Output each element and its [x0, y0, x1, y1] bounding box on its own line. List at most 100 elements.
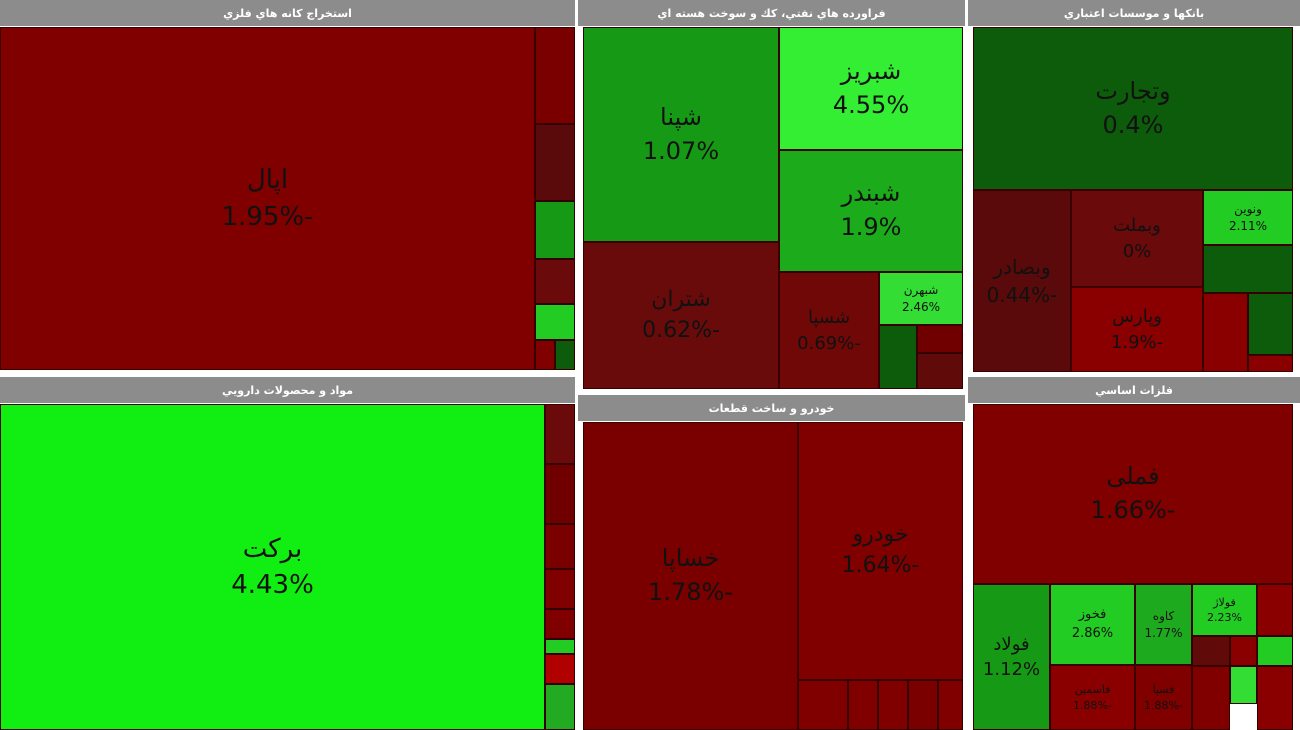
- tile-change: 1.77%: [1144, 625, 1183, 640]
- sector-title: فلزات اساسي: [968, 377, 1300, 403]
- tile: ونوین 2.11%: [1203, 190, 1293, 245]
- tile: فولاژ 2.23%: [1192, 584, 1257, 636]
- tile-change: -1.88%: [1144, 698, 1183, 712]
- sector-title: بانكها و موسسات اعتباري: [968, 0, 1300, 26]
- tile-name: شتران: [651, 286, 711, 312]
- small-tile: [545, 524, 575, 569]
- tile: خودرو -1.64%: [798, 422, 963, 680]
- tile: فولاد 1.12%: [973, 584, 1050, 730]
- tile-change: 2.86%: [1071, 625, 1114, 641]
- tile-name: وبصادر: [993, 255, 1051, 279]
- small-tile: [1257, 636, 1293, 666]
- tile-name: شبهرن: [903, 282, 939, 297]
- sector-title: استخراج كانه هاي فلزي: [0, 0, 575, 26]
- tile: شبندر 1.9%: [779, 150, 963, 272]
- tile-change: -1.66%: [1090, 496, 1176, 524]
- small-tile: [1257, 584, 1293, 636]
- tile-change: -1.9%: [1110, 331, 1164, 353]
- sector-title: مواد و محصولات دارويي: [0, 377, 575, 403]
- tile-change: -1.88%: [1073, 698, 1112, 712]
- small-tile: [535, 304, 575, 340]
- small-tile: [917, 353, 963, 389]
- small-tile: [1203, 293, 1248, 372]
- small-tile: [535, 259, 575, 304]
- tile-change: -0.62%: [642, 317, 720, 343]
- tile-name: شسپا: [807, 307, 851, 329]
- small-tile: [535, 124, 575, 201]
- small-tile: [879, 325, 917, 389]
- sector-title: خودرو و ساخت قطعات: [578, 395, 965, 421]
- tile-name: برکت: [242, 533, 303, 564]
- small-tile: [535, 27, 575, 124]
- tile-name: شبریز: [840, 56, 902, 85]
- tile-change: 1.12%: [982, 659, 1041, 680]
- small-tile: [1248, 293, 1293, 355]
- tile-change: 0.4%: [1102, 110, 1164, 139]
- small-tile: [848, 680, 878, 730]
- tile-change: -0.44%: [986, 283, 1058, 307]
- tile-name: وبملت: [1113, 215, 1161, 237]
- small-tile: [938, 680, 963, 730]
- tile-name: شبندر: [841, 179, 901, 208]
- small-tile: [1230, 636, 1257, 666]
- tile-name: فولاد: [993, 633, 1030, 655]
- tile-change: -1.95%: [221, 201, 314, 232]
- tile-change: -1.64%: [841, 553, 920, 578]
- tile: فملی -1.66%: [973, 404, 1293, 584]
- tile: کاوه 1.77%: [1135, 584, 1192, 665]
- tile-change: 4.43%: [231, 570, 314, 600]
- tile-name: وتجارت: [1095, 76, 1171, 105]
- tile: اپال -1.95%: [0, 27, 535, 370]
- small-tile: [555, 340, 575, 370]
- sector-title: فراورده هاي نفتي، كك و سوخت هسته اي: [578, 0, 965, 26]
- small-tile: [545, 639, 575, 654]
- tile-change: 2.11%: [1228, 218, 1268, 233]
- tile-change: 2.23%: [1207, 611, 1242, 624]
- tile-name: فاسمین: [1074, 683, 1111, 697]
- tile-name: اپال: [246, 165, 289, 196]
- tile-name: فولاژ: [1213, 595, 1236, 609]
- tile: فخوز 2.86%: [1050, 584, 1135, 665]
- tile-change: 4.55%: [832, 90, 910, 119]
- small-tile: [1192, 636, 1230, 666]
- tile: وتجارت 0.4%: [973, 27, 1293, 190]
- small-tile: [1230, 666, 1257, 704]
- small-tile: [535, 340, 555, 370]
- tile: فسپا -1.88%: [1135, 665, 1192, 730]
- tile-change: -0.69%: [797, 332, 861, 354]
- tile-name: وپارس: [1112, 306, 1162, 328]
- tile-change: 0%: [1122, 240, 1152, 262]
- small-tile: [798, 680, 848, 730]
- tile: شبهرن 2.46%: [879, 272, 963, 325]
- tile-name: فخوز: [1078, 607, 1107, 623]
- tile: شتران -0.62%: [583, 242, 779, 389]
- tile-name: شپنا: [660, 102, 702, 131]
- small-tile: [545, 404, 575, 464]
- small-tile: [917, 325, 963, 353]
- tile-change: 1.9%: [840, 213, 902, 241]
- small-tile: [545, 464, 575, 524]
- small-tile: [545, 609, 575, 639]
- tile-name: فسپا: [1152, 683, 1175, 697]
- tile: وبملت 0%: [1071, 190, 1203, 287]
- tile: وبصادر -0.44%: [973, 190, 1071, 372]
- small-tile: [545, 654, 575, 684]
- tile-name: کاوه: [1152, 608, 1175, 623]
- tile-name: ونوین: [1234, 201, 1262, 216]
- tile-change: 1.07%: [642, 136, 720, 165]
- tile-change: 2.46%: [901, 299, 941, 314]
- tile: وپارس -1.9%: [1071, 287, 1203, 372]
- small-tile: [1257, 666, 1293, 730]
- tile: برکت 4.43%: [0, 404, 545, 730]
- tile-name: فملی: [1106, 462, 1160, 491]
- tile: شبریز 4.55%: [779, 27, 963, 150]
- small-tile: [908, 680, 938, 730]
- small-tile: [1248, 355, 1293, 372]
- small-tile: [535, 201, 575, 259]
- small-tile: [545, 569, 575, 609]
- tile-name: خساپا: [661, 544, 720, 573]
- tile-name: خودرو: [852, 522, 909, 548]
- small-tile: [878, 680, 908, 730]
- tile-change: -1.78%: [648, 578, 733, 606]
